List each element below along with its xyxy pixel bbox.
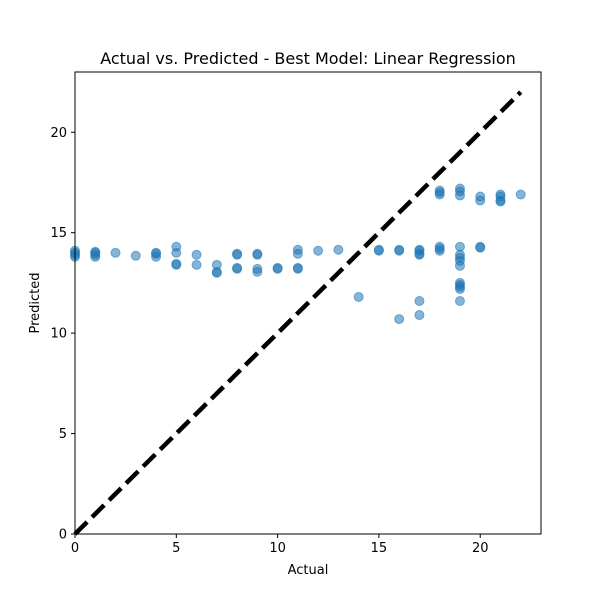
y-axis-ticks: 0 5 10 15 20 <box>50 126 75 543</box>
x-tick-label: 15 <box>371 541 388 556</box>
scatter-point <box>130 250 141 261</box>
scatter-point <box>434 187 445 198</box>
scatter-point <box>90 246 101 257</box>
scatter-point <box>454 283 465 294</box>
reference-line <box>73 90 523 536</box>
scatter-point <box>191 249 202 260</box>
scatter-point <box>211 267 222 278</box>
scatter-point <box>394 314 405 325</box>
x-axis-label: Actual <box>288 563 329 578</box>
scatter-point <box>454 295 465 306</box>
scatter-point <box>475 195 486 206</box>
scatter-point <box>333 244 344 255</box>
data-points <box>70 183 526 325</box>
scatter-point <box>353 291 364 302</box>
y-tick-label: 15 <box>50 226 67 241</box>
scatter-point <box>414 244 425 255</box>
scatter-point <box>292 262 303 273</box>
scatter-point <box>191 259 202 270</box>
scatter-point <box>313 245 324 256</box>
y-axis-label: Predicted <box>28 272 43 333</box>
scatter-point <box>272 262 283 273</box>
scatter-point <box>414 310 425 321</box>
x-tick-label: 5 <box>172 541 180 556</box>
scatter-point <box>394 244 405 255</box>
x-tick-label: 20 <box>472 541 489 556</box>
scatter-point <box>454 190 465 201</box>
scatter-point <box>252 249 263 260</box>
x-tick-label: 0 <box>71 541 79 556</box>
scatter-point <box>454 260 465 271</box>
scatter-point <box>292 248 303 259</box>
scatter-point <box>495 196 506 207</box>
plot-frame <box>74 71 542 535</box>
x-axis-ticks: 0 5 10 15 20 <box>71 534 489 556</box>
scatter-point <box>252 266 263 277</box>
x-tick-label: 10 <box>269 541 286 556</box>
scatter-point <box>475 242 486 253</box>
scatter-point <box>515 189 526 200</box>
chart-title: Actual vs. Predicted - Best Model: Linea… <box>100 49 516 68</box>
scatter-point <box>151 248 162 259</box>
y-tick-label: 0 <box>59 528 67 543</box>
scatter-point <box>232 249 243 260</box>
scatter-point <box>414 295 425 306</box>
scatter-point <box>434 243 445 254</box>
scatter-point <box>171 258 182 269</box>
y-tick-label: 10 <box>50 327 67 342</box>
scatter-point <box>110 247 121 258</box>
reference-line-layer <box>73 90 523 536</box>
scatter-point <box>232 262 243 273</box>
scatter-point <box>171 247 182 258</box>
y-tick-label: 20 <box>50 126 67 141</box>
scatter-point <box>373 244 384 255</box>
y-tick-label: 5 <box>59 427 67 442</box>
